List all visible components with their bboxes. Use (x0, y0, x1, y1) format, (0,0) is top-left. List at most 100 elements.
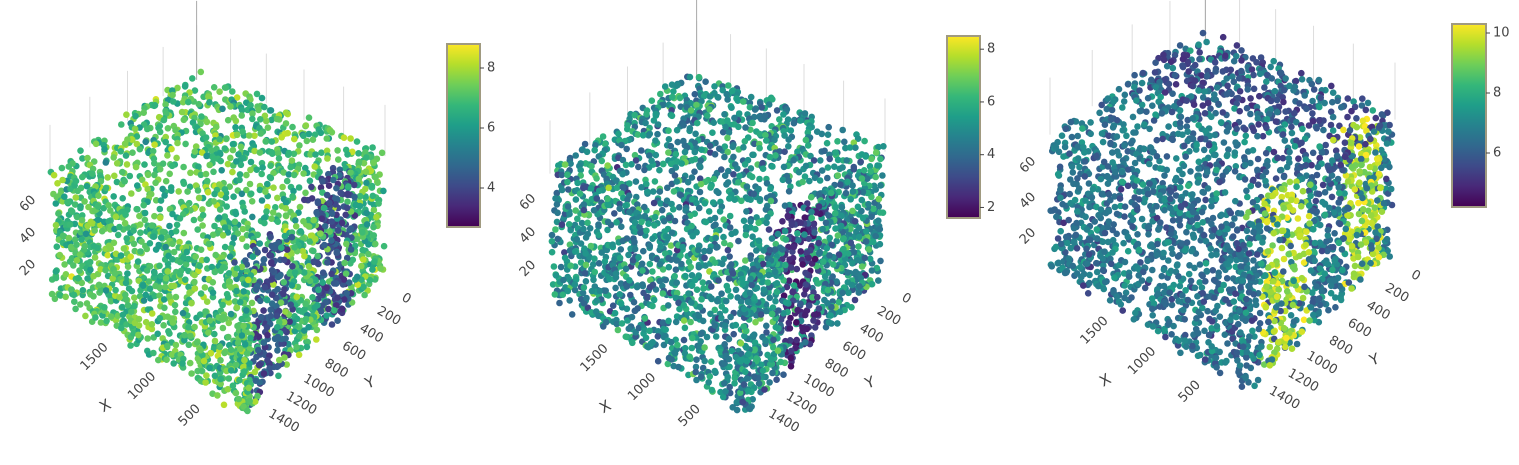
scatter-point (591, 147, 598, 154)
scatter-point (781, 148, 788, 155)
scatter-point (552, 226, 559, 233)
scatter-point (704, 334, 711, 341)
scatter-point (677, 95, 684, 102)
scatter-point (135, 258, 142, 265)
scatter-point (180, 164, 187, 171)
scatter-point (665, 149, 672, 156)
scatter-point (173, 294, 180, 301)
scatter-point (312, 151, 319, 158)
scatter-point (766, 226, 773, 233)
scatter-point (128, 190, 135, 197)
scatter-point (625, 252, 632, 259)
scatter-point (741, 218, 748, 225)
scatter-point (623, 333, 630, 340)
scatter-point (372, 174, 379, 181)
scatter-point (262, 247, 269, 254)
scatter-point (649, 268, 656, 275)
scatter-point (103, 159, 110, 166)
scatter-point (725, 247, 732, 254)
scatter-point (857, 159, 864, 166)
scatter-point (214, 392, 221, 399)
scatter-point (613, 270, 620, 277)
scatter-point (674, 342, 681, 349)
scatter-point (660, 161, 667, 168)
scatter-point (269, 138, 276, 145)
scatter-point (629, 340, 636, 347)
scatter-point (687, 74, 694, 81)
scatter-point (670, 88, 677, 95)
scatter-point (859, 197, 866, 204)
scatter-point (835, 172, 842, 179)
scatter-point (227, 278, 234, 285)
scatter-point (345, 183, 352, 190)
scatter-point (669, 81, 676, 88)
scatter-point (721, 111, 728, 118)
scatter-point (354, 236, 361, 243)
scatter-point (596, 232, 603, 239)
scatter-point (334, 317, 341, 324)
scatter-point (560, 277, 567, 284)
scatter-point (246, 132, 253, 139)
scatter-point (688, 223, 695, 230)
scatter-point (240, 226, 247, 233)
scatter-point (351, 194, 358, 201)
scatter-point (347, 135, 354, 142)
scatter-point (211, 191, 218, 198)
scatter-point (173, 342, 180, 349)
scatter-point (705, 379, 712, 386)
scatter-point (657, 188, 664, 195)
z-tick-label: 40 (17, 225, 39, 247)
scatter-point (839, 127, 846, 134)
scatter-point (291, 244, 298, 251)
colorbar: 468 (447, 44, 495, 227)
scatter-point (817, 177, 824, 184)
scatter-point (844, 179, 851, 186)
scatter-point (665, 234, 672, 241)
scatter-point (808, 209, 815, 216)
scatter-point (572, 207, 579, 214)
scatter-point (596, 260, 603, 267)
scatter-point (826, 212, 833, 219)
scatter-point (121, 178, 128, 185)
scatter-point (848, 240, 855, 247)
scatter-point (554, 236, 561, 243)
scatter-point (844, 269, 851, 276)
scatter-point (319, 178, 326, 185)
scatter-point (872, 174, 879, 181)
scatter-point (99, 228, 106, 235)
scatter-point (196, 101, 203, 108)
scatter-point (692, 277, 699, 284)
scatter-point (556, 300, 563, 307)
scatter-point (261, 339, 268, 346)
scatter-point (259, 197, 266, 204)
scatter-point (274, 195, 281, 202)
scatter-point (673, 178, 680, 185)
scatter-point (662, 83, 669, 90)
scatter-point (123, 280, 130, 287)
scatter-point (360, 256, 367, 263)
scatter-point (779, 218, 786, 225)
scatter-point (590, 261, 597, 268)
scatter-point (812, 256, 819, 263)
scatter-point (142, 139, 149, 146)
scatter-point (293, 223, 300, 230)
scatter-point (183, 249, 190, 256)
scatter-point (82, 313, 89, 320)
scatter-point (616, 291, 623, 298)
scatter-point (248, 159, 255, 166)
scatter-point (123, 296, 130, 303)
scatter-point (55, 210, 62, 217)
scatter-point (244, 408, 251, 415)
scatter-point (180, 310, 187, 317)
scatter-point (782, 228, 789, 235)
scatter-point (653, 111, 660, 118)
y-tick-label: 1400 (266, 406, 302, 436)
scatter-point (264, 181, 271, 188)
scatter-point (609, 241, 616, 248)
scatter-point (234, 132, 241, 139)
scatter-point (673, 319, 680, 326)
scatter-point (296, 184, 303, 191)
scatter-point (188, 300, 195, 307)
